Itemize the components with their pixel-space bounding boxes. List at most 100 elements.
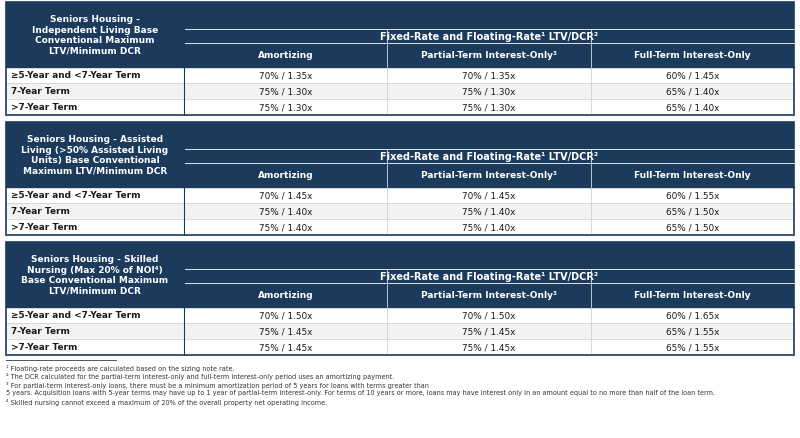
Text: 70% / 1.50x: 70% / 1.50x bbox=[259, 311, 312, 320]
Bar bbox=[184, 150, 794, 164]
Bar bbox=[590, 323, 794, 339]
Text: 60% / 1.55x: 60% / 1.55x bbox=[666, 191, 719, 200]
Bar bbox=[184, 84, 387, 100]
Text: 70% / 1.35x: 70% / 1.35x bbox=[462, 71, 516, 80]
Bar bbox=[590, 283, 794, 307]
Text: 7-Year Term: 7-Year Term bbox=[11, 87, 70, 96]
Text: 75% / 1.45x: 75% / 1.45x bbox=[462, 327, 516, 336]
Bar bbox=[590, 68, 794, 84]
Bar bbox=[6, 219, 184, 236]
Text: 75% / 1.30x: 75% / 1.30x bbox=[259, 103, 312, 112]
Bar bbox=[387, 187, 590, 204]
Text: 75% / 1.40x: 75% / 1.40x bbox=[259, 223, 312, 232]
Bar bbox=[184, 30, 794, 44]
Text: 70% / 1.45x: 70% / 1.45x bbox=[259, 191, 312, 200]
Bar bbox=[6, 3, 184, 68]
Text: 75% / 1.40x: 75% / 1.40x bbox=[259, 207, 312, 216]
Text: ≥5-Year and <7-Year Term: ≥5-Year and <7-Year Term bbox=[11, 191, 141, 200]
Bar bbox=[184, 323, 387, 339]
Bar bbox=[590, 307, 794, 323]
Text: ³ For partial-term interest-only loans, there must be a minimum amortization per: ³ For partial-term interest-only loans, … bbox=[6, 381, 429, 388]
Text: 75% / 1.30x: 75% / 1.30x bbox=[259, 87, 312, 96]
Text: ² The DCR calculated for the partial-term interest-only and full-term interest-o: ² The DCR calculated for the partial-ter… bbox=[6, 373, 394, 380]
Text: 65% / 1.55x: 65% / 1.55x bbox=[666, 343, 719, 352]
Bar bbox=[184, 283, 387, 307]
Bar bbox=[6, 323, 184, 339]
Bar bbox=[387, 44, 590, 68]
Bar bbox=[6, 339, 184, 355]
Bar bbox=[184, 3, 794, 30]
Bar bbox=[387, 100, 590, 116]
Bar bbox=[590, 219, 794, 236]
Bar bbox=[590, 204, 794, 219]
Text: 65% / 1.50x: 65% / 1.50x bbox=[666, 207, 719, 216]
Bar bbox=[6, 84, 184, 100]
Text: 65% / 1.40x: 65% / 1.40x bbox=[666, 87, 719, 96]
Text: Amortizing: Amortizing bbox=[258, 51, 314, 60]
Bar bbox=[184, 123, 794, 150]
Text: 65% / 1.55x: 65% / 1.55x bbox=[666, 327, 719, 336]
Text: >7-Year Term: >7-Year Term bbox=[11, 103, 78, 112]
Text: >7-Year Term: >7-Year Term bbox=[11, 223, 78, 232]
Bar bbox=[590, 44, 794, 68]
Text: >7-Year Term: >7-Year Term bbox=[11, 343, 78, 352]
Text: 5 years. Acquisition loans with 5-year terms may have up to 1 year of partial-te: 5 years. Acquisition loans with 5-year t… bbox=[6, 390, 715, 396]
Text: 70% / 1.50x: 70% / 1.50x bbox=[462, 311, 516, 320]
Bar bbox=[6, 68, 184, 84]
Text: 75% / 1.30x: 75% / 1.30x bbox=[462, 87, 516, 96]
Bar bbox=[6, 123, 794, 236]
Text: Full-Term Interest-Only: Full-Term Interest-Only bbox=[634, 51, 750, 60]
Text: Amortizing: Amortizing bbox=[258, 291, 314, 300]
Text: 7-Year Term: 7-Year Term bbox=[11, 207, 70, 216]
Bar bbox=[6, 307, 184, 323]
Bar bbox=[184, 68, 387, 84]
Text: ≥5-Year and <7-Year Term: ≥5-Year and <7-Year Term bbox=[11, 71, 141, 80]
Text: Full-Term Interest-Only: Full-Term Interest-Only bbox=[634, 291, 750, 300]
Bar bbox=[6, 3, 794, 116]
Text: 65% / 1.40x: 65% / 1.40x bbox=[666, 103, 719, 112]
Text: 60% / 1.65x: 60% / 1.65x bbox=[666, 311, 719, 320]
Text: 75% / 1.40x: 75% / 1.40x bbox=[462, 223, 516, 232]
Bar bbox=[6, 100, 184, 116]
Text: 70% / 1.45x: 70% / 1.45x bbox=[462, 191, 516, 200]
Text: 75% / 1.45x: 75% / 1.45x bbox=[259, 343, 312, 352]
Text: Full-Term Interest-Only: Full-Term Interest-Only bbox=[634, 171, 750, 180]
Bar bbox=[184, 219, 387, 236]
Bar bbox=[590, 100, 794, 116]
Text: 75% / 1.45x: 75% / 1.45x bbox=[462, 343, 516, 352]
Bar bbox=[387, 307, 590, 323]
Bar bbox=[387, 164, 590, 187]
Text: 60% / 1.45x: 60% / 1.45x bbox=[666, 71, 719, 80]
Text: Partial-Term Interest-Only³: Partial-Term Interest-Only³ bbox=[421, 51, 557, 60]
Text: Partial-Term Interest-Only³: Partial-Term Interest-Only³ bbox=[421, 291, 557, 300]
Bar bbox=[6, 187, 184, 204]
Bar bbox=[184, 44, 387, 68]
Bar bbox=[387, 204, 590, 219]
Bar bbox=[387, 339, 590, 355]
Bar bbox=[6, 243, 184, 307]
Text: ≥5-Year and <7-Year Term: ≥5-Year and <7-Year Term bbox=[11, 311, 141, 320]
Bar bbox=[6, 243, 794, 355]
Text: Fixed-Rate and Floating-Rate¹ LTV/DCR²: Fixed-Rate and Floating-Rate¹ LTV/DCR² bbox=[380, 152, 598, 162]
Bar bbox=[184, 269, 794, 283]
Text: Seniors Housing -
Independent Living Base
Conventional Maximum
LTV/Minimum DCR: Seniors Housing - Independent Living Bas… bbox=[32, 15, 158, 56]
Text: 75% / 1.30x: 75% / 1.30x bbox=[462, 103, 516, 112]
Text: Fixed-Rate and Floating-Rate¹ LTV/DCR²: Fixed-Rate and Floating-Rate¹ LTV/DCR² bbox=[380, 32, 598, 42]
Bar bbox=[590, 187, 794, 204]
Bar bbox=[184, 339, 387, 355]
Text: 75% / 1.40x: 75% / 1.40x bbox=[462, 207, 516, 216]
Text: Seniors Housing - Assisted
Living (>50% Assisted Living
Units) Base Conventional: Seniors Housing - Assisted Living (>50% … bbox=[22, 135, 169, 175]
Text: Amortizing: Amortizing bbox=[258, 171, 314, 180]
Bar bbox=[387, 219, 590, 236]
Bar bbox=[184, 307, 387, 323]
Text: 70% / 1.35x: 70% / 1.35x bbox=[259, 71, 312, 80]
Bar bbox=[590, 339, 794, 355]
Bar bbox=[6, 204, 184, 219]
Text: ⁴ Skilled nursing cannot exceed a maximum of 20% of the overall property net ope: ⁴ Skilled nursing cannot exceed a maximu… bbox=[6, 398, 327, 405]
Bar bbox=[590, 164, 794, 187]
Bar bbox=[184, 187, 387, 204]
Bar bbox=[590, 84, 794, 100]
Text: 65% / 1.50x: 65% / 1.50x bbox=[666, 223, 719, 232]
Bar bbox=[387, 84, 590, 100]
Text: 75% / 1.45x: 75% / 1.45x bbox=[259, 327, 312, 336]
